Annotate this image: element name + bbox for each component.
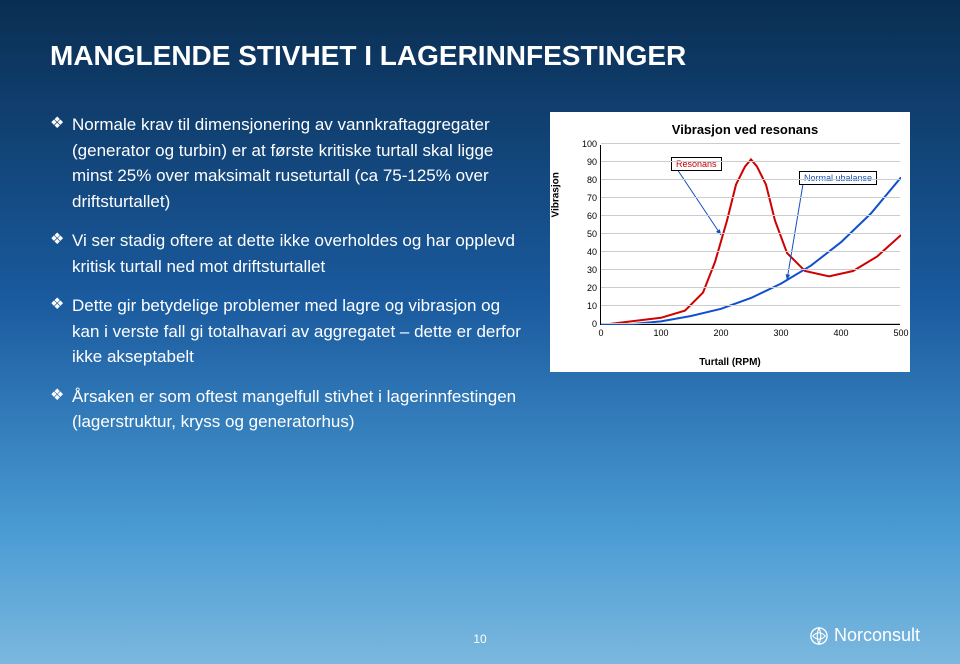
x-tick: 200	[713, 328, 728, 338]
y-tick: 60	[573, 211, 597, 221]
bullet-item: ❖ Årsaken er som oftest mangelfull stivh…	[50, 384, 530, 435]
y-tick: 70	[573, 193, 597, 203]
bullet-icon: ❖	[50, 228, 72, 279]
page-number: 10	[473, 632, 486, 646]
slide-title: MANGLENDE STIVHET I LAGERINNFESTINGER	[50, 40, 910, 72]
plot-area: Resonans Normal ubalanse 010203040506070…	[600, 145, 900, 325]
bullet-list: ❖ Normale krav til dimensjonering av van…	[50, 112, 530, 449]
norconsult-logo: Norconsult	[810, 625, 920, 646]
y-axis-label: Vibrasjon	[551, 172, 562, 217]
logo-icon	[810, 627, 828, 645]
x-tick: 100	[653, 328, 668, 338]
bullet-item: ❖ Vi ser stadig oftere at dette ikke ove…	[50, 228, 530, 279]
resonance-chart: Vibrasjon ved resonans Resonans Normal u…	[550, 112, 910, 372]
bullet-text: Normale krav til dimensjonering av vannk…	[72, 112, 530, 214]
chart-title: Vibrasjon ved resonans	[590, 122, 900, 137]
y-tick: 80	[573, 175, 597, 185]
y-tick: 100	[573, 139, 597, 149]
x-tick: 0	[598, 328, 603, 338]
y-tick: 20	[573, 283, 597, 293]
logo-text: Norconsult	[834, 625, 920, 646]
y-tick: 50	[573, 229, 597, 239]
y-tick: 0	[573, 319, 597, 329]
bullet-text: Årsaken er som oftest mangelfull stivhet…	[72, 384, 530, 435]
content-row: ❖ Normale krav til dimensjonering av van…	[50, 112, 910, 449]
x-tick: 300	[773, 328, 788, 338]
slide: MANGLENDE STIVHET I LAGERINNFESTINGER ❖ …	[0, 0, 960, 664]
bullet-item: ❖ Dette gir betydelige problemer med lag…	[50, 293, 530, 370]
x-tick: 400	[833, 328, 848, 338]
bullet-text: Dette gir betydelige problemer med lagre…	[72, 293, 530, 370]
y-tick: 30	[573, 265, 597, 275]
bullet-icon: ❖	[50, 112, 72, 214]
y-tick: 40	[573, 247, 597, 257]
y-tick: 90	[573, 157, 597, 167]
annotation-resonans: Resonans	[671, 157, 722, 171]
bullet-icon: ❖	[50, 384, 72, 435]
y-tick: 10	[573, 301, 597, 311]
x-axis-label: Turtall (RPM)	[699, 357, 760, 368]
x-tick: 500	[893, 328, 908, 338]
bullet-text: Vi ser stadig oftere at dette ikke overh…	[72, 228, 530, 279]
bullet-icon: ❖	[50, 293, 72, 370]
bullet-item: ❖ Normale krav til dimensjonering av van…	[50, 112, 530, 214]
annotation-normal: Normal ubalanse	[799, 171, 877, 185]
